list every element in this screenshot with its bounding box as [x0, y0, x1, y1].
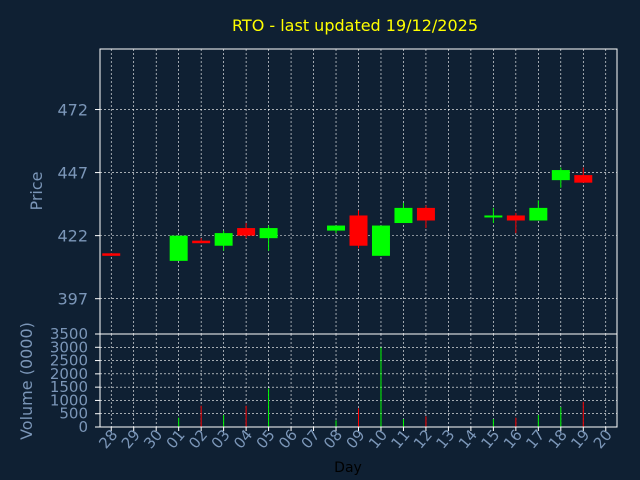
volume-bars	[178, 347, 584, 427]
volume-tick-label: 3000	[50, 338, 88, 356]
volume-plot-frame	[99, 333, 618, 428]
candle-body	[529, 207, 548, 221]
day-tick-label: 19	[567, 426, 593, 452]
price-tick-labels: 397 422 447 472	[57, 101, 100, 309]
candlestick-series	[102, 167, 593, 261]
day-tick-label: 29	[118, 426, 144, 452]
day-tick-label: 04	[230, 426, 256, 452]
candle-body	[327, 225, 346, 231]
price-tick-label: 422	[57, 227, 88, 246]
day-tick-label: 07	[298, 426, 324, 452]
candle-body	[551, 170, 570, 181]
day-tick-label: 20	[590, 426, 616, 452]
price-gridlines	[100, 49, 617, 334]
volume-tick-label: 1000	[50, 391, 88, 409]
volume-axis-label: Volume (0000)	[17, 322, 36, 440]
day-tick-label: 10	[365, 426, 391, 452]
day-tick-label: 13	[432, 426, 458, 452]
day-tick-label: 02	[185, 426, 211, 452]
day-tick-label: 12	[410, 426, 436, 452]
day-tick-label: 03	[208, 426, 234, 452]
volume-tick-label: 3500	[50, 325, 88, 343]
day-tick-labels: 2829300102030405060708091011121314151617…	[95, 426, 616, 452]
volume-tick-label: 1500	[50, 378, 88, 396]
day-tick-label: 05	[253, 426, 279, 452]
candle-body	[214, 233, 233, 246]
day-tick-label: 14	[455, 426, 481, 452]
price-tick-label: 472	[57, 101, 88, 120]
price-axis-label: Price	[27, 171, 46, 210]
volume-tick-label: 2500	[50, 352, 88, 370]
day-tick-label: 17	[522, 426, 548, 452]
candle-body	[394, 207, 413, 224]
day-tick-label: 15	[477, 426, 503, 452]
candle-body	[169, 235, 188, 261]
candle-body	[506, 215, 525, 221]
volume-tick-label: 500	[59, 405, 88, 423]
day-tick-label: 28	[95, 426, 121, 452]
candle-body	[259, 228, 278, 239]
volume-tick-label: 0	[78, 418, 88, 436]
candle-body	[484, 215, 503, 218]
candle-body	[237, 228, 256, 236]
price-plot-frame	[99, 48, 618, 335]
day-tick-label: 01	[163, 426, 189, 452]
day-tick-label: 08	[320, 426, 346, 452]
candle-body	[371, 225, 390, 256]
chart-title: RTO - last updated 19/12/2025	[232, 16, 478, 35]
day-tick-label: 09	[343, 426, 369, 452]
day-tick-label: 18	[545, 426, 571, 452]
candle-body	[574, 175, 593, 183]
day-tick-label: 30	[140, 426, 166, 452]
candle-body	[349, 215, 368, 246]
price-tick-label: 397	[57, 290, 88, 309]
price-tick-label: 447	[57, 164, 88, 183]
candle-body	[102, 253, 121, 256]
candle-body	[416, 207, 435, 221]
day-tick-label: 11	[387, 426, 413, 452]
day-tick-label: 06	[275, 426, 301, 452]
x-axis-label: Day	[334, 460, 362, 476]
day-tick-label: 16	[500, 426, 526, 452]
candle-body	[192, 240, 211, 244]
volume-tick-label: 2000	[50, 365, 88, 383]
